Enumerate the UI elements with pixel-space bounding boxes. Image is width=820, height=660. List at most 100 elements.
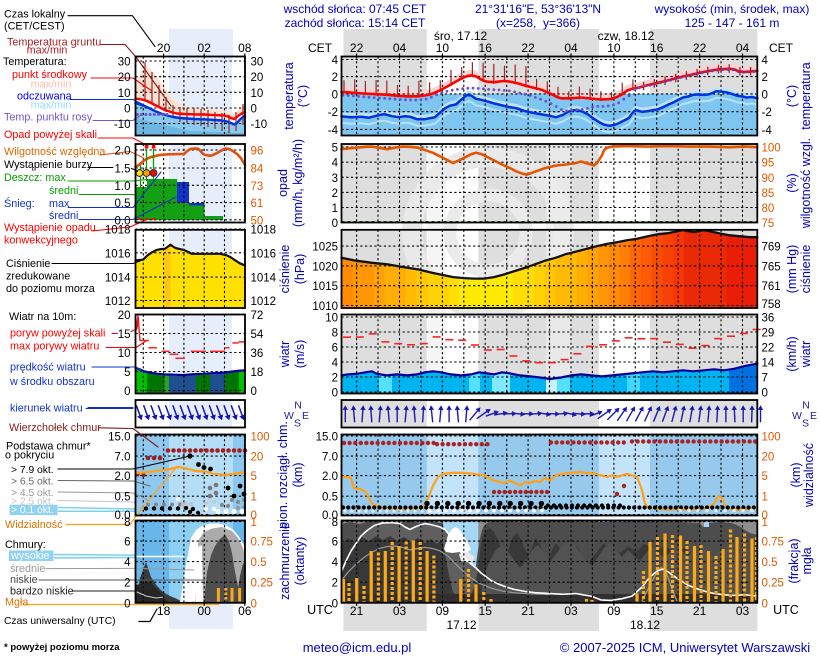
svg-text:W: W <box>284 410 294 422</box>
svg-text:16: 16 <box>650 41 664 55</box>
svg-text:1025: 1025 <box>312 242 338 254</box>
svg-text:5: 5 <box>332 143 338 155</box>
svg-text:Wierzchołek chmur: Wierzchołek chmur <box>9 422 101 434</box>
svg-text:(km): (km) <box>789 463 803 488</box>
svg-text:Widzialność: Widzialność <box>5 519 63 531</box>
svg-text:21: 21 <box>350 604 364 618</box>
svg-text:6: 6 <box>332 343 338 355</box>
svg-text:(km/h): (km/h) <box>785 336 799 371</box>
svg-text:-2: -2 <box>762 107 772 119</box>
svg-text:1016: 1016 <box>105 248 131 260</box>
svg-text:21: 21 <box>693 604 707 618</box>
svg-text:03: 03 <box>736 604 750 618</box>
svg-text:2: 2 <box>762 72 768 84</box>
svg-text:1: 1 <box>251 517 257 529</box>
svg-text:10: 10 <box>118 88 131 100</box>
svg-text:0.5: 0.5 <box>115 198 131 210</box>
svg-text:E: E <box>302 410 309 422</box>
svg-text:09: 09 <box>436 604 450 618</box>
svg-text:7.0: 7.0 <box>322 452 338 464</box>
svg-text:09: 09 <box>607 604 621 618</box>
svg-text:2.0: 2.0 <box>322 471 338 483</box>
svg-text:30: 30 <box>118 57 131 69</box>
svg-text:72: 72 <box>251 310 264 322</box>
svg-text:(frakcja): (frakcja) <box>787 538 801 583</box>
svg-text:29: 29 <box>762 328 775 340</box>
svg-text:7.0: 7.0 <box>115 452 131 464</box>
svg-text:5: 5 <box>124 367 130 379</box>
svg-text:S: S <box>802 418 809 430</box>
svg-text:5: 5 <box>251 471 257 483</box>
svg-text:odczuwana: odczuwana <box>17 91 72 103</box>
svg-text:2: 2 <box>332 188 338 200</box>
svg-text:15: 15 <box>479 604 493 618</box>
svg-text:0: 0 <box>251 386 257 398</box>
svg-text:80: 80 <box>762 203 775 215</box>
svg-text:Śnieg:: Śnieg: <box>4 197 35 210</box>
svg-text:04: 04 <box>564 41 578 55</box>
svg-text:18: 18 <box>157 604 171 618</box>
svg-text:-4: -4 <box>762 125 773 137</box>
svg-text:0: 0 <box>332 89 338 101</box>
svg-text:0: 0 <box>332 598 338 610</box>
svg-text:CET: CET <box>769 41 794 55</box>
svg-text:max/min: max/min <box>31 100 72 112</box>
svg-text:o pokryciu: o pokryciu <box>5 450 54 462</box>
svg-text:96: 96 <box>251 146 264 158</box>
svg-text:* powyżej poziomu morza: * powyżej poziomu morza <box>4 642 120 653</box>
svg-text:0.5: 0.5 <box>762 557 778 569</box>
svg-text:1010: 1010 <box>312 301 338 313</box>
svg-text:E: E <box>810 410 817 422</box>
svg-text:30: 30 <box>251 57 264 69</box>
svg-text:02: 02 <box>198 41 212 55</box>
svg-text:(x=258, y=366): (x=258, y=366) <box>496 16 580 30</box>
svg-text:max porywy wiatru: max porywy wiatru <box>10 341 99 353</box>
svg-text:(°C): (°C) <box>785 85 799 107</box>
svg-text:N: N <box>802 400 810 412</box>
svg-text:0.75: 0.75 <box>762 537 784 549</box>
svg-text:2: 2 <box>332 373 338 385</box>
svg-text:15.0: 15.0 <box>108 432 130 444</box>
svg-text:niskie: niskie <box>10 574 38 586</box>
svg-text:Wilgotność względna: Wilgotność względna <box>4 146 105 158</box>
svg-text:6: 6 <box>332 537 338 549</box>
svg-text:4: 4 <box>332 358 339 370</box>
svg-text:N: N <box>294 400 302 412</box>
svg-text:85: 85 <box>762 188 775 200</box>
svg-text:0: 0 <box>251 510 257 522</box>
svg-text:ciśnienie: ciśnienie <box>799 245 813 294</box>
svg-text:temperatura: temperatura <box>282 62 296 129</box>
svg-text:2.0: 2.0 <box>115 146 131 158</box>
svg-text:0.25: 0.25 <box>762 578 784 590</box>
svg-text:meteo@icm.edu.pl: meteo@icm.edu.pl <box>303 640 412 655</box>
svg-text:Wiatr na 10m:: Wiatr na 10m: <box>9 311 76 323</box>
svg-text:wysokie: wysokie <box>10 550 49 562</box>
svg-text:max/min: max/min <box>27 45 68 57</box>
svg-text:2.0: 2.0 <box>115 471 131 483</box>
svg-text:> 0.1 okt.: > 0.1 okt. <box>11 505 54 516</box>
svg-text:W: W <box>792 410 802 422</box>
svg-text:50: 50 <box>251 215 264 227</box>
svg-text:61: 61 <box>251 198 264 210</box>
svg-text:03: 03 <box>564 604 578 618</box>
svg-text:2: 2 <box>332 72 338 84</box>
svg-text:10: 10 <box>251 88 264 100</box>
svg-text:8: 8 <box>332 328 338 340</box>
svg-text:Opad powyżej skali: Opad powyżej skali <box>4 129 97 141</box>
svg-text:0: 0 <box>762 89 768 101</box>
svg-text:> 7.9 okt.: > 7.9 okt. <box>11 465 54 476</box>
svg-text:54: 54 <box>251 329 264 341</box>
svg-text:Temperatura gruntu: Temperatura gruntu <box>7 37 101 49</box>
svg-text:1: 1 <box>762 517 768 529</box>
svg-text:100: 100 <box>251 432 270 444</box>
svg-text:1014: 1014 <box>251 273 277 285</box>
svg-text:15: 15 <box>650 604 664 618</box>
svg-text:4: 4 <box>332 557 339 569</box>
svg-text:bardzo niskie: bardzo niskie <box>10 586 74 598</box>
svg-text:4: 4 <box>332 55 339 67</box>
svg-text:3: 3 <box>332 173 338 185</box>
svg-text:1: 1 <box>251 492 257 504</box>
svg-text:(%): (%) <box>785 173 799 192</box>
svg-text:Deszcz: max: Deszcz: max <box>4 172 66 184</box>
svg-text:1012: 1012 <box>251 296 277 308</box>
